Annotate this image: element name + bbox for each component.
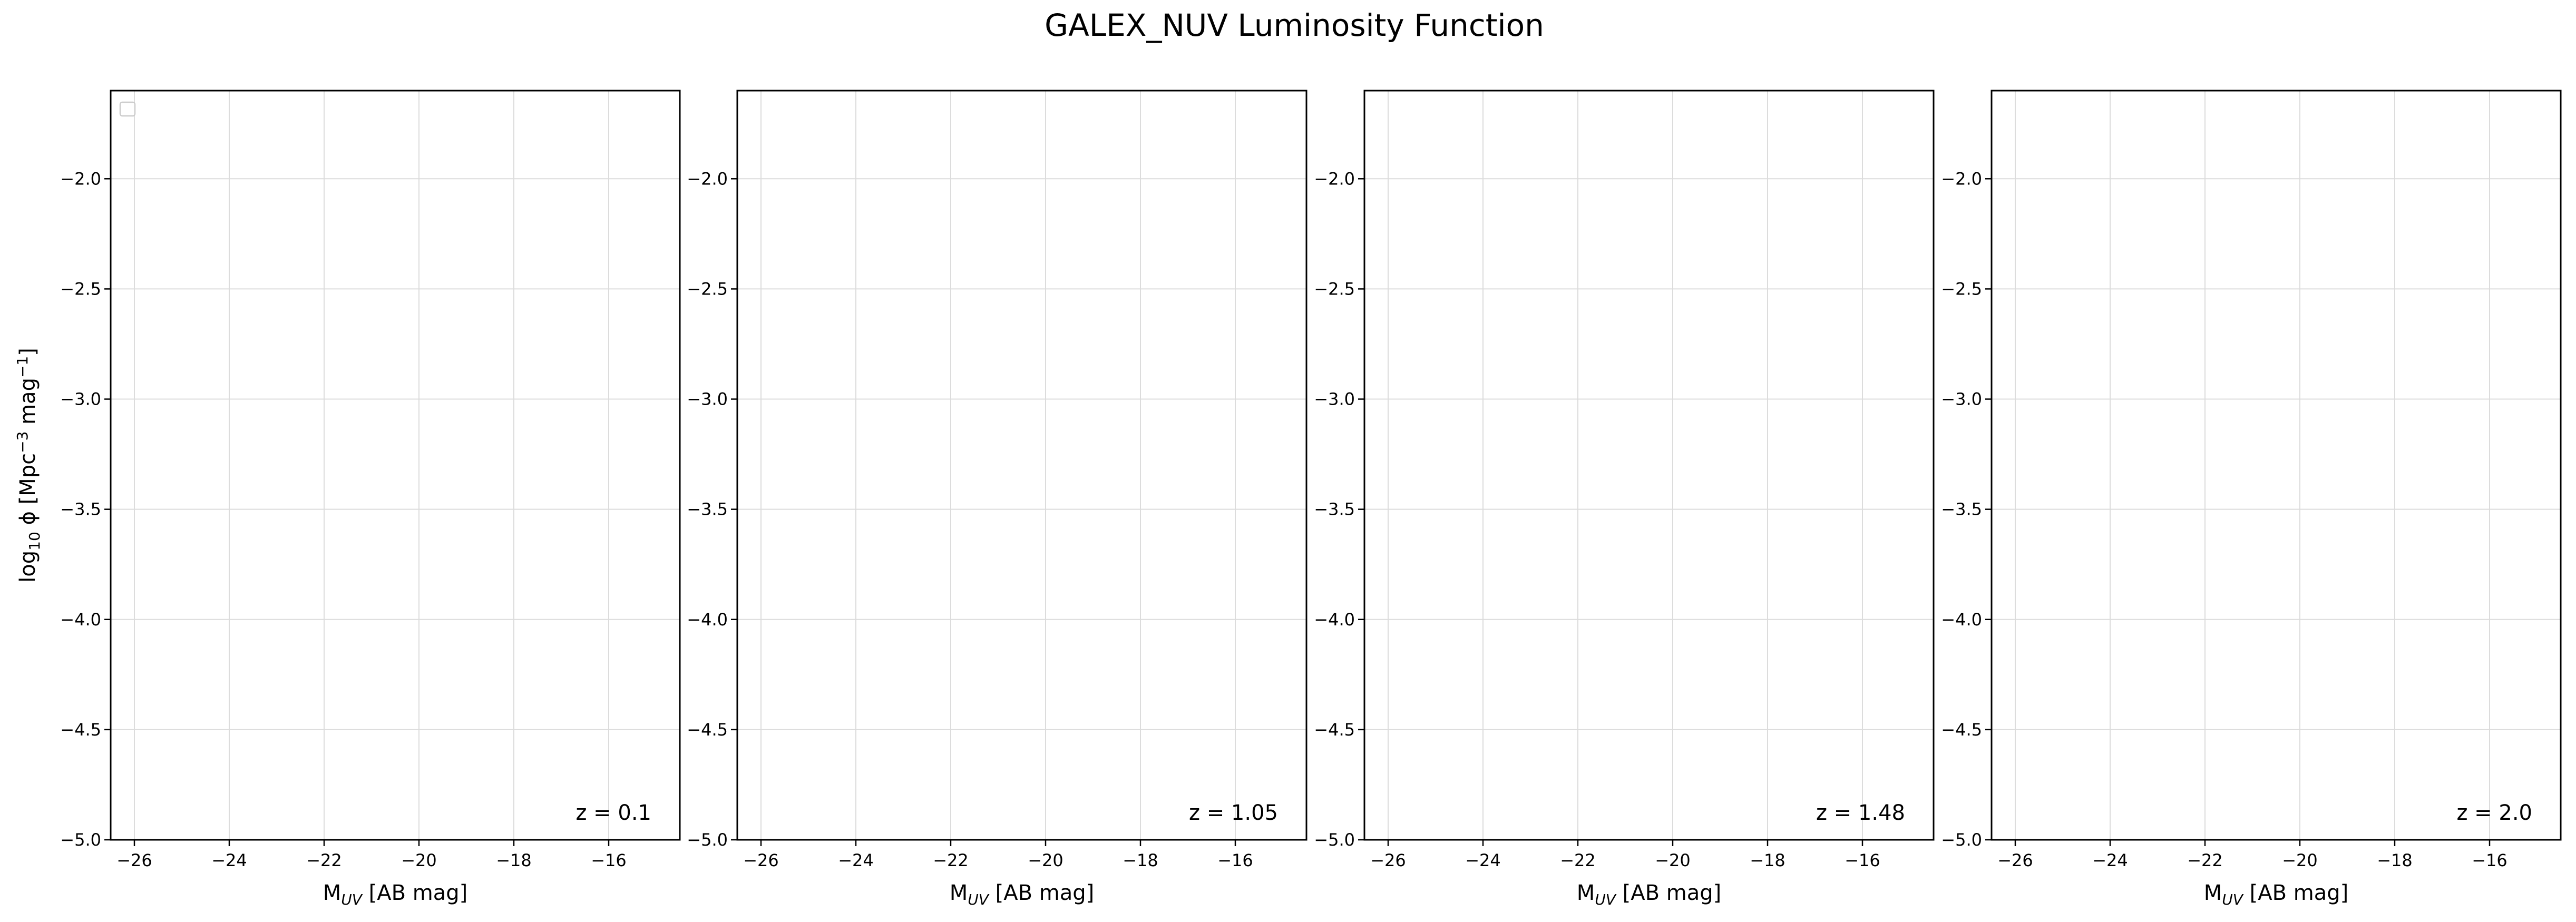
- redshift-label: z = 0.1: [575, 801, 651, 825]
- x-axis-label: MUV [AB mag]: [2204, 881, 2348, 908]
- x-tick-label: −26: [1997, 850, 2033, 870]
- y-tick-label: −4.5: [1941, 720, 1982, 740]
- x-tick-label: −18: [496, 850, 532, 870]
- y-axis-label: log10 ϕ [Mpc−3 mag−1]: [14, 348, 43, 583]
- y-tick-label: −4.5: [687, 720, 728, 740]
- legend-box: [119, 101, 136, 117]
- y-tick-label: −3.0: [687, 389, 728, 409]
- y-tick-label: −3.0: [1314, 389, 1355, 409]
- panels: −26 −24 −22 −20 −18 −16 −2.0 −2.5 −3.0 −3.5 −4.0 −4…: [14, 90, 2562, 908]
- x-tick-label: −24: [211, 850, 247, 870]
- x-tick-label: −18: [1750, 850, 1785, 870]
- y-tick-label: −2.0: [1941, 169, 1982, 189]
- x-tick-label: −24: [838, 850, 874, 870]
- x-tick-label: −16: [591, 850, 627, 870]
- x-tick-label: −26: [743, 850, 779, 870]
- x-tick-label: −20: [1028, 850, 1063, 870]
- plot-frame: [1990, 90, 2562, 841]
- x-axis-label: MUV [AB mag]: [323, 881, 467, 908]
- y-tick-label: −2.5: [60, 279, 101, 299]
- y-tick-label: −4.5: [60, 720, 101, 740]
- x-tick-label: −20: [1655, 850, 1691, 870]
- y-tick-label: −2.0: [1314, 169, 1355, 189]
- plot-frame: [1363, 90, 1935, 841]
- x-tick-label: −18: [2377, 850, 2413, 870]
- y-tick-label: −2.5: [1314, 279, 1355, 299]
- x-tick-label: −24: [2092, 850, 2128, 870]
- x-tick-label: −20: [2282, 850, 2318, 870]
- x-tick-label: −16: [1845, 850, 1880, 870]
- y-tick-label: −5.0: [1314, 830, 1355, 850]
- x-axis-label: MUV [AB mag]: [950, 881, 1094, 908]
- plot-frame: [110, 90, 681, 841]
- x-tick-label: −22: [1560, 850, 1596, 870]
- y-tick-label: −5.0: [687, 830, 728, 850]
- redshift-label: z = 2.0: [2456, 801, 2532, 825]
- x-tick-label: −16: [1217, 850, 1253, 870]
- y-tick-label: −5.0: [60, 830, 101, 850]
- y-tick-label: −5.0: [1941, 830, 1982, 850]
- panel-4: −26 −24 −22 −20 −18 −16 −2.0 −2.5 −3.0 −3.5 −4.0 −4…: [1941, 90, 2562, 908]
- panel-1: −26 −24 −22 −20 −18 −16 −2.0 −2.5 −3.0 −3.5 −4.0 −4…: [14, 90, 681, 908]
- panel-2: −26 −24 −22 −20 −18 −16 −2.0 −2.5 −3.0 −3.5 −4.0 −4…: [687, 90, 1307, 908]
- y-tick-label: −2.0: [687, 169, 728, 189]
- figure-title: GALEX_NUV Luminosity Function: [1045, 7, 1544, 43]
- y-tick-label: −4.0: [687, 610, 728, 630]
- y-tick-label: −2.5: [687, 279, 728, 299]
- y-tick-label: −4.0: [1314, 610, 1355, 630]
- x-tick-label: −26: [116, 850, 152, 870]
- x-tick-label: −26: [1370, 850, 1406, 870]
- x-tick-label: −22: [2187, 850, 2223, 870]
- redshift-label: z = 1.48: [1816, 801, 1905, 825]
- x-axis-label: MUV [AB mag]: [1577, 881, 1721, 908]
- x-tick-label: −24: [1465, 850, 1501, 870]
- y-tick-label: −3.0: [60, 389, 101, 409]
- y-tick-label: −3.5: [1941, 499, 1982, 519]
- panel-3: −26 −24 −22 −20 −18 −16 −2.0 −2.5 −3.0 −3.5 −4.0 −4…: [1314, 90, 1935, 908]
- y-tick-label: −3.0: [1941, 389, 1982, 409]
- y-tick-label: −3.5: [687, 499, 728, 519]
- y-tick-label: −3.5: [60, 499, 101, 519]
- redshift-label: z = 1.05: [1189, 801, 1278, 825]
- y-tick-label: −3.5: [1314, 499, 1355, 519]
- y-tick-label: −2.0: [60, 169, 101, 189]
- x-tick-label: −18: [1123, 850, 1158, 870]
- plot-frame: [736, 90, 1307, 841]
- x-tick-label: −22: [933, 850, 969, 870]
- x-tick-label: −22: [306, 850, 342, 870]
- y-tick-label: −4.0: [1941, 610, 1982, 630]
- y-tick-label: −2.5: [1941, 279, 1982, 299]
- y-tick-label: −4.0: [60, 610, 101, 630]
- x-tick-label: −16: [2472, 850, 2507, 870]
- y-tick-label: −4.5: [1314, 720, 1355, 740]
- x-tick-label: −20: [401, 850, 437, 870]
